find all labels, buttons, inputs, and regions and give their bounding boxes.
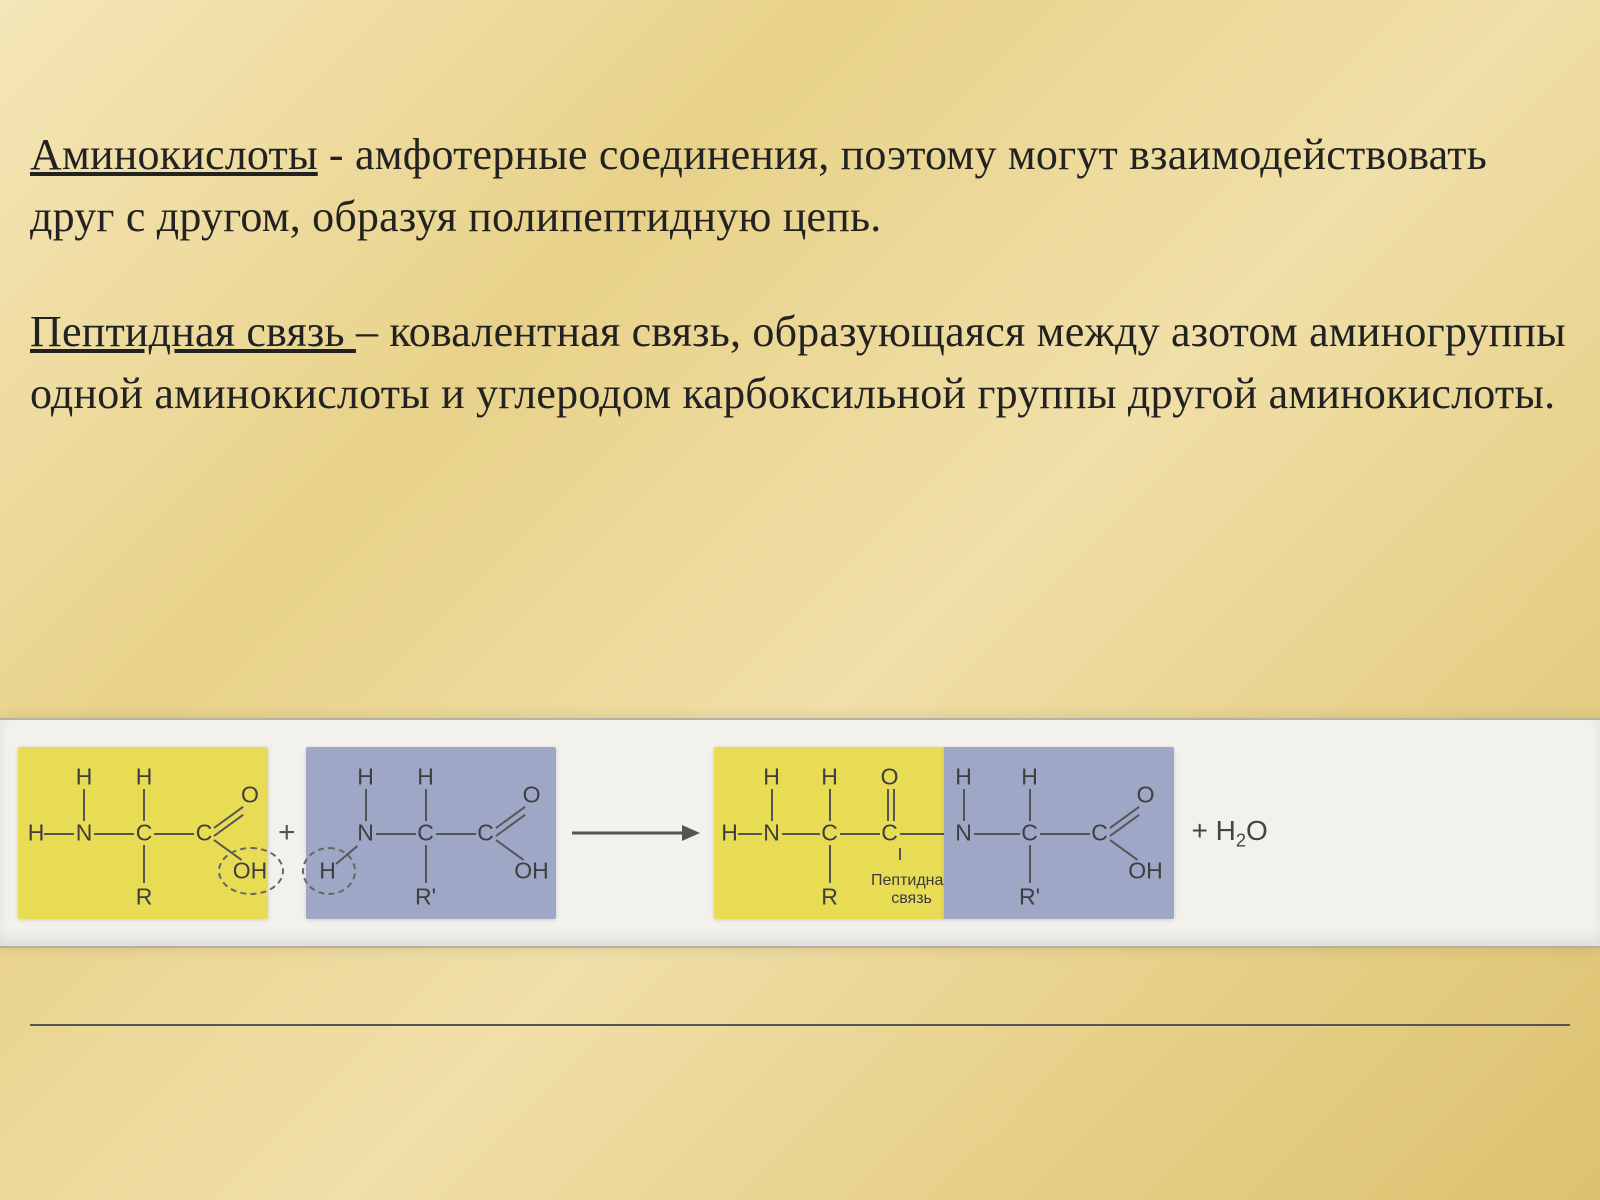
- p-O2: O: [1137, 782, 1155, 809]
- aa1-panel: H N C C O OH H H R: [18, 747, 268, 919]
- term-amino-acids: Аминокислоты: [30, 130, 318, 179]
- p-HN2: H: [955, 764, 972, 791]
- aa1-R: R: [136, 884, 153, 911]
- aa2-O: O: [523, 782, 541, 809]
- p-H-left: H: [721, 820, 738, 847]
- product-left-structure: H N C C O H H R: [714, 747, 944, 919]
- aa2-H-Ctop: H: [417, 764, 434, 791]
- aa2-OH: OH: [514, 858, 549, 885]
- aa2-panel: H N C C O OH H H R': [306, 747, 556, 919]
- aa1-N: N: [76, 820, 93, 847]
- peptide-label-l1: Пептидная: [871, 872, 952, 890]
- paragraph-amino-acids: Аминокислоты - амфотерные соединения, по…: [30, 124, 1570, 249]
- aa1-leaving-oh-circle: [218, 847, 284, 895]
- aa1-Ccarb: C: [196, 820, 213, 847]
- aa1-O: O: [241, 782, 259, 809]
- p-N1: N: [763, 820, 780, 847]
- aa1-structure: H N C C O OH H H R: [18, 747, 268, 919]
- aa2-N: N: [357, 820, 374, 847]
- product-right-structure: N C C O OH H H R': [944, 747, 1174, 919]
- p-O1: O: [881, 764, 899, 791]
- slide-body: Аминокислоты - амфотерные соединения, по…: [0, 0, 1600, 426]
- p-Cc2: C: [1091, 820, 1108, 847]
- reaction-strip-bg: H N C C O OH H H R: [0, 718, 1600, 948]
- plus-sign: +: [268, 816, 306, 850]
- p-HC1: H: [821, 764, 838, 791]
- term-peptide-bond: Пептидная связь: [30, 307, 356, 356]
- product-panel-group: H N C C O H H R: [714, 747, 1174, 919]
- p-N2: N: [955, 820, 972, 847]
- aa2-leaving-h-circle: [302, 847, 356, 895]
- peptide-label-l2: связь: [891, 890, 932, 908]
- aa2-structure: H N C C O OH H H R': [306, 747, 556, 919]
- p-R1: R: [821, 884, 838, 911]
- p-HC2: H: [1021, 764, 1038, 791]
- paragraph-peptide-bond: Пептидная связь – ковалентная связь, обр…: [30, 301, 1570, 426]
- p-OH2: OH: [1128, 858, 1163, 885]
- p-Ca1: C: [821, 820, 838, 847]
- reaction-arrow: [556, 821, 714, 845]
- aa1-H-Ntop: H: [76, 764, 93, 791]
- product-right-panel: N C C O OH H H R': [944, 747, 1174, 919]
- byproduct-water: + H2O: [1174, 815, 1268, 852]
- p-HN1: H: [763, 764, 780, 791]
- aa2-H-Ntop: H: [357, 764, 374, 791]
- aa2-Ca: C: [417, 820, 434, 847]
- aa1-Ca: C: [136, 820, 153, 847]
- aa2-Rp: R': [415, 884, 436, 911]
- aa1-H-left: H: [28, 820, 45, 847]
- product-left-panel: H N C C O H H R: [714, 747, 944, 919]
- p-R2: R': [1019, 884, 1040, 911]
- aa1-H-Ctop: H: [136, 764, 153, 791]
- aa2-Ccarb: C: [477, 820, 494, 847]
- reaction-strip: H N C C O OH H H R: [0, 718, 1600, 998]
- p-Ca2: C: [1021, 820, 1038, 847]
- p-Cc1: C: [881, 820, 898, 847]
- underline-rule: [30, 1024, 1570, 1026]
